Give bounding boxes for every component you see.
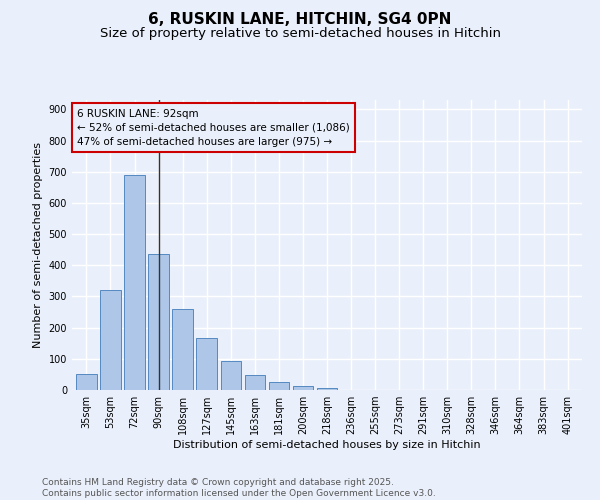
- Text: 6 RUSKIN LANE: 92sqm
← 52% of semi-detached houses are smaller (1,086)
47% of se: 6 RUSKIN LANE: 92sqm ← 52% of semi-detac…: [77, 108, 350, 146]
- Bar: [317, 388, 337, 390]
- Text: 6, RUSKIN LANE, HITCHIN, SG4 0PN: 6, RUSKIN LANE, HITCHIN, SG4 0PN: [148, 12, 452, 28]
- Bar: [221, 361, 241, 390]
- Bar: [245, 376, 265, 390]
- Bar: [269, 382, 289, 390]
- Bar: [124, 175, 145, 390]
- Bar: [293, 386, 313, 390]
- Bar: [100, 290, 121, 390]
- Bar: [76, 374, 97, 390]
- Y-axis label: Number of semi-detached properties: Number of semi-detached properties: [33, 142, 43, 348]
- Bar: [148, 254, 169, 390]
- Bar: [196, 338, 217, 390]
- X-axis label: Distribution of semi-detached houses by size in Hitchin: Distribution of semi-detached houses by …: [173, 440, 481, 450]
- Bar: [172, 309, 193, 390]
- Text: Contains HM Land Registry data © Crown copyright and database right 2025.
Contai: Contains HM Land Registry data © Crown c…: [42, 478, 436, 498]
- Text: Size of property relative to semi-detached houses in Hitchin: Size of property relative to semi-detach…: [100, 28, 500, 40]
